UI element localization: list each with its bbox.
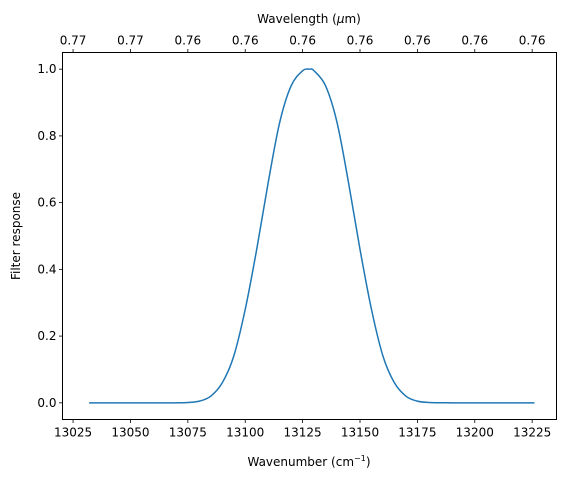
- x-tick-label: 13100: [226, 426, 264, 440]
- y-tick-label: 0.8: [37, 129, 56, 143]
- y-tick-label: 1.0: [37, 62, 56, 76]
- top-x-tick-label: 0.77: [60, 34, 87, 48]
- top-x-tick-label: 0.76: [404, 34, 431, 48]
- y-tick-label: 0.2: [37, 329, 56, 343]
- x-tick-label: 13225: [513, 426, 551, 440]
- top-x-axis-label: Wavelength (μm): [257, 12, 361, 26]
- top-x-tick-label: 0.76: [174, 34, 201, 48]
- tick-marks: [59, 49, 533, 423]
- x-tick-label: 13150: [341, 426, 379, 440]
- top-x-tick-label: 0.76: [289, 34, 316, 48]
- x-tick-label: 13200: [456, 426, 494, 440]
- top-x-tick-label: 0.76: [232, 34, 259, 48]
- top-x-tick-label: 0.77: [117, 34, 144, 48]
- y-tick-label: 0.0: [37, 396, 56, 410]
- y-tick-label: 0.6: [37, 196, 56, 210]
- plot-frame: [62, 52, 557, 420]
- top-x-tick-label: 0.76: [519, 34, 546, 48]
- y-axis-label: Filter response: [9, 192, 23, 280]
- top-x-tick-label: 0.76: [461, 34, 488, 48]
- x-tick-label: 13075: [169, 426, 207, 440]
- y-tick-label: 0.4: [37, 262, 56, 276]
- x-tick-label: 13175: [398, 426, 436, 440]
- filter-response-line: [89, 68, 535, 404]
- x-axis-label: Wavenumber (cm−1): [247, 454, 370, 469]
- x-tick-label: 13050: [111, 426, 149, 440]
- top-x-tick-label: 0.76: [347, 34, 374, 48]
- tick-labels: 13025 0.77 13050 0.77 13075 0.76 13100 0.76 1312…: [37, 34, 551, 440]
- x-tick-label: 13025: [54, 426, 92, 440]
- x-tick-label: 13125: [284, 426, 322, 440]
